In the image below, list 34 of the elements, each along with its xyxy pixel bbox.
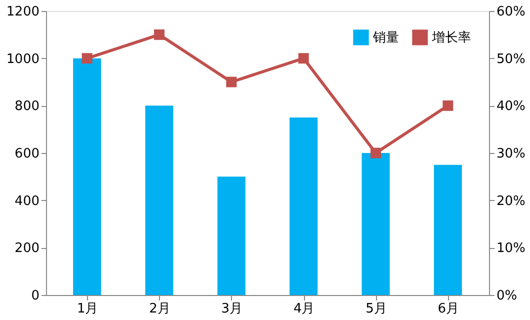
- bar: [362, 153, 390, 295]
- point: [226, 76, 237, 88]
- y-tick-label: 0: [31, 288, 40, 304]
- bar: [434, 164, 462, 295]
- bar: [73, 58, 102, 295]
- y2-tick-label: 10%: [496, 241, 526, 256]
- y-tick-label: 800: [14, 99, 40, 114]
- y-tick-label: 1000: [6, 52, 40, 67]
- point: [298, 53, 309, 64]
- y2-tick-label: 50%: [496, 52, 526, 67]
- point: [154, 29, 164, 40]
- y2-tick-label: 0%: [496, 288, 518, 304]
- point: [370, 148, 381, 158]
- point: [442, 100, 454, 111]
- x-tick-label: 6月: [438, 302, 460, 316]
- legend-label: 增长率: [431, 29, 471, 46]
- y-tick-label: 200: [14, 241, 40, 256]
- y2-tick-label: 60%: [496, 4, 526, 20]
- point: [82, 53, 92, 64]
- legend-label: 销量: [372, 30, 399, 46]
- x-tick-label: 3月: [221, 302, 243, 316]
- y2-tick-label: 20%: [496, 194, 526, 209]
- y2-tick-label: 40%: [496, 99, 526, 114]
- bar: [290, 118, 318, 295]
- x-tick-label: 4月: [293, 302, 315, 316]
- x-tick-label: 5月: [366, 302, 387, 316]
- y-tick-label: 1200: [6, 4, 40, 20]
- bar: [217, 176, 246, 295]
- x-tick-label: 1月: [76, 302, 98, 316]
- bar: [145, 106, 174, 295]
- y-tick-label: 600: [14, 146, 40, 162]
- x-tick-label: 2月: [149, 302, 170, 316]
- y2-tick-label: 30%: [496, 146, 526, 162]
- y-tick-label: 400: [14, 194, 40, 209]
